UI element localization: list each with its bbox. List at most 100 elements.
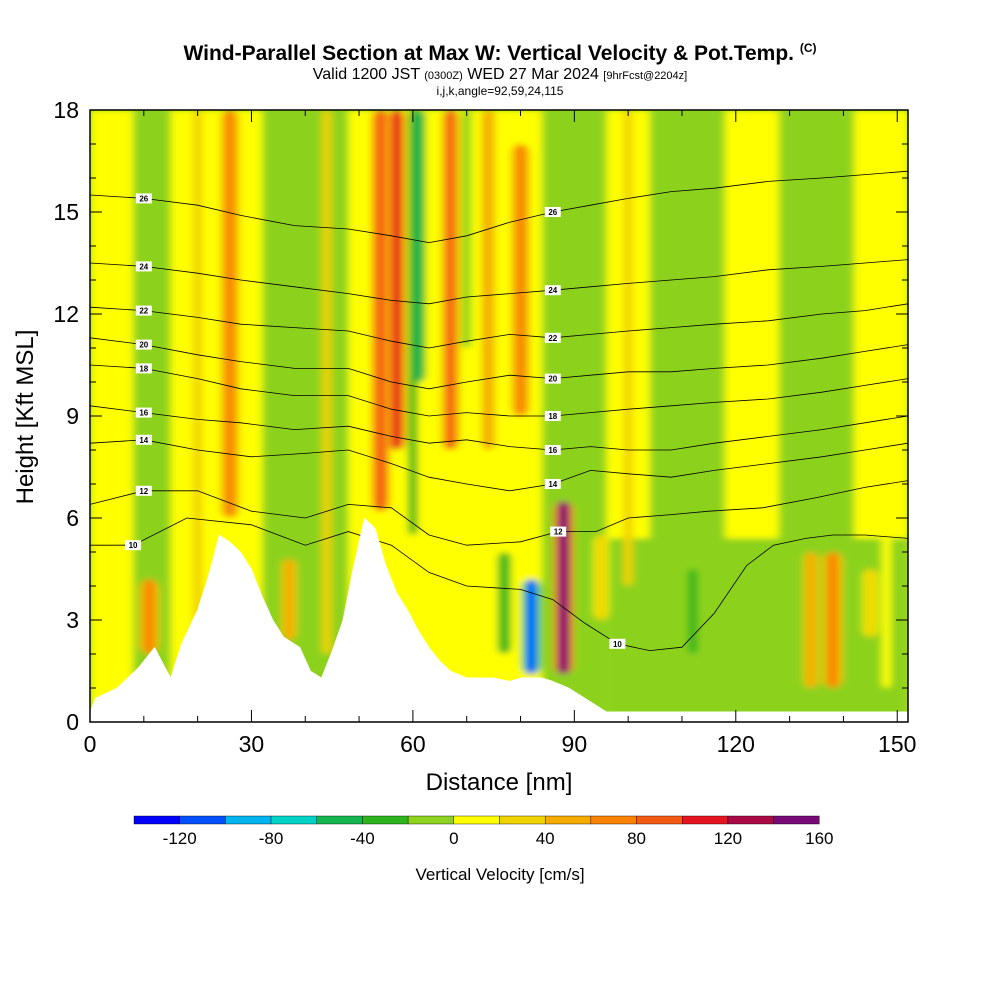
y-tick-label: 9 — [66, 403, 79, 429]
terrain — [90, 517, 908, 722]
colorbar-swatch — [636, 815, 683, 825]
contour-label-box — [544, 479, 561, 489]
contour-label: 14 — [548, 480, 557, 489]
w-feature — [392, 110, 402, 450]
contour-line — [90, 439, 908, 492]
contour-line — [90, 517, 908, 652]
w-feature — [688, 569, 698, 654]
contour-line — [90, 337, 908, 390]
colorbar-swatch — [270, 815, 317, 825]
colorbar-swatch — [133, 815, 180, 825]
y-tick-label: 18 — [53, 97, 79, 123]
x-tick-label: 120 — [717, 731, 755, 757]
theta-contour-26: 26 26 — [90, 170, 908, 244]
x-tick-labels: 0 30 60 90 120 150 — [84, 731, 917, 757]
copyright-mark: (C) — [799, 41, 817, 55]
colorbar-swatch — [453, 815, 500, 825]
w-feature — [193, 110, 203, 712]
contour-label-box — [135, 305, 152, 316]
w-feature — [515, 144, 526, 416]
contour-label: 12 — [139, 487, 148, 496]
contour-label: 26 — [548, 208, 557, 217]
colorbar-tick-labels: -120 -80 -40 0 40 80 120 160 — [163, 829, 834, 848]
contour-label: 10 — [129, 541, 138, 550]
colorbar-swatch — [544, 815, 592, 825]
w-feature — [376, 110, 386, 512]
contour-label: 20 — [548, 375, 557, 384]
colorbar-swatch — [682, 815, 729, 825]
valid-prefix: Valid 1200 JST — [312, 66, 420, 83]
theta-contour-22: 22 22 — [90, 303, 908, 349]
x-tick-label: 60 — [400, 731, 426, 757]
colorbar-tick-label: -120 — [163, 829, 197, 848]
contour-label-box — [135, 261, 152, 272]
colorbar-swatch — [179, 815, 226, 825]
colorbar-tick-label: 120 — [714, 829, 742, 848]
colorbar-swatch — [225, 815, 272, 825]
contour-label-box — [135, 363, 152, 374]
contour-label: 14 — [139, 436, 148, 445]
x-tick-label: 0 — [84, 731, 97, 757]
contour-label: 18 — [139, 364, 148, 373]
contour-label: 12 — [554, 528, 563, 537]
w-feature — [413, 110, 423, 382]
contour-line — [90, 405, 908, 451]
w-feature — [144, 579, 154, 654]
colorbar-tick-label: -80 — [259, 829, 284, 848]
contour-line — [90, 259, 908, 305]
w-feature — [558, 501, 569, 675]
y-tick-labels: 0 3 6 9 12 15 18 — [53, 97, 79, 735]
theta-contour-12: 12 12 — [90, 480, 908, 546]
colorbar-tick-label: -40 — [350, 829, 375, 848]
contour-label: 24 — [139, 262, 148, 271]
contour-line — [90, 364, 908, 417]
colorbar-swatch — [590, 815, 637, 825]
contour-line — [90, 480, 908, 546]
contour-label-box — [544, 285, 561, 296]
valid-date: WED 27 Mar 2024 — [467, 66, 599, 83]
contour-label: 18 — [548, 412, 557, 421]
y-tick-label: 6 — [66, 505, 79, 531]
y-axis-title: Height [Kft MSL] — [12, 330, 39, 505]
colorbar-swatch — [727, 815, 774, 825]
w-feature — [483, 110, 493, 450]
w-feature — [445, 110, 456, 450]
contour-label-box — [135, 485, 152, 496]
contour-line — [90, 170, 908, 244]
contour-label: 24 — [548, 286, 557, 295]
w-feature — [499, 552, 509, 654]
grid-indices: i,j,k,angle=92,59,24,115 — [436, 84, 564, 98]
contour-label-box — [135, 193, 152, 204]
colorbar-swatch — [362, 815, 409, 825]
colorbar-tick-label: 0 — [449, 829, 458, 848]
y-tick-label: 12 — [53, 301, 79, 327]
w-feature — [774, 552, 784, 654]
contour-label-box — [135, 407, 152, 418]
contour-label: 26 — [139, 194, 148, 203]
contour-label: 16 — [548, 446, 557, 455]
title-block: Wind-Parallel Section at Max W: Vertical… — [0, 36, 1000, 98]
w-feature — [881, 110, 892, 688]
theta-contour-24: 24 24 — [90, 259, 908, 305]
x-axis-title: Distance [nm] — [426, 769, 573, 796]
contour-line — [90, 303, 908, 349]
w-feature — [623, 110, 633, 586]
colorbar-tick-label: 160 — [805, 829, 833, 848]
y-tick-label: 0 — [66, 709, 79, 735]
colorbar-title: Vertical Velocity [cm/s] — [415, 865, 584, 884]
valid-zulu: (0300Z) — [424, 70, 463, 82]
contour-label-box — [544, 445, 561, 455]
x-tick-label: 150 — [878, 731, 916, 757]
contour-label-box — [544, 332, 561, 343]
w-feature — [322, 110, 332, 654]
contour-label-box — [544, 207, 561, 217]
y-tick-label: 15 — [53, 199, 79, 225]
colorbar-swatch — [499, 815, 546, 825]
colorbar-swatch — [316, 815, 363, 825]
axis-ticks — [89, 109, 908, 723]
contour-label: 16 — [139, 409, 148, 418]
